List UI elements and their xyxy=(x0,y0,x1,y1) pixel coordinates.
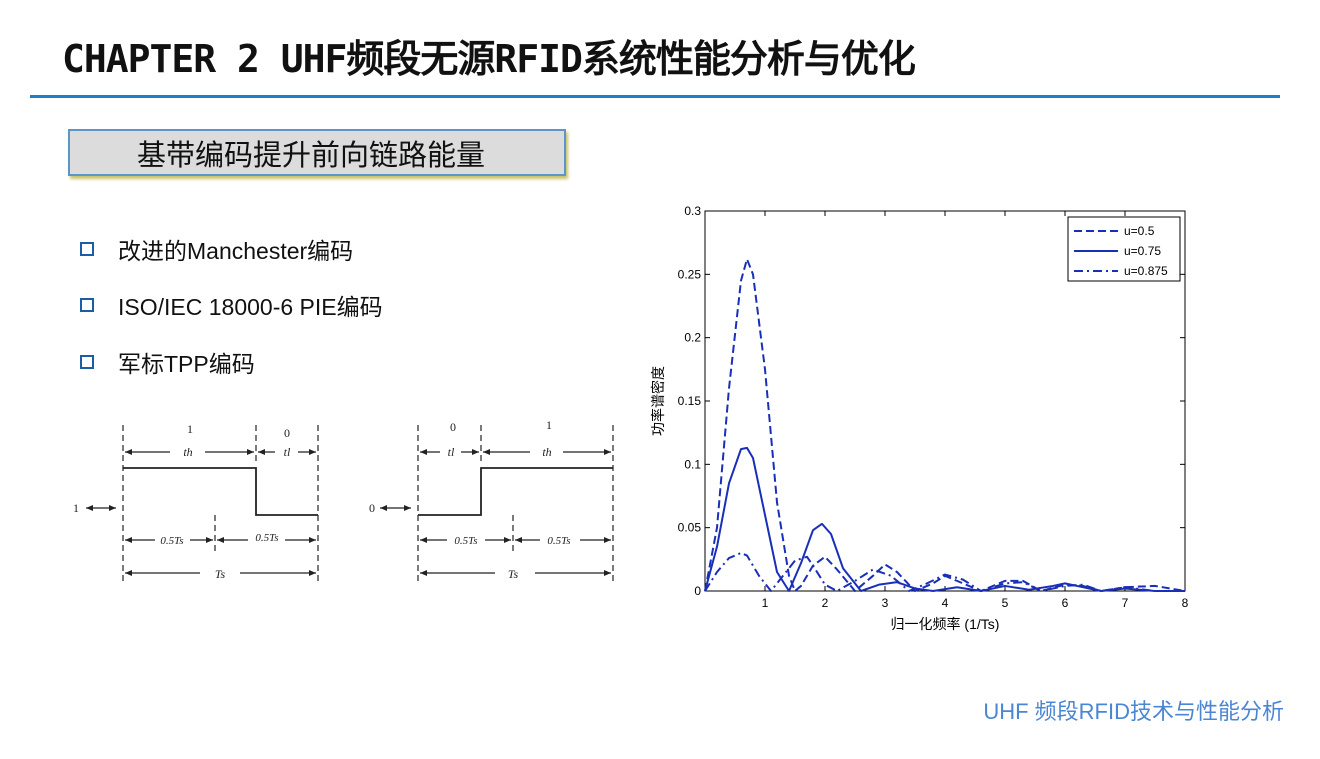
bit-label: 0 xyxy=(450,420,456,434)
legend-box xyxy=(1067,216,1181,282)
y-axis-label: 功率谱密度 xyxy=(650,366,666,436)
y-tick-label: 0.15 xyxy=(678,394,702,408)
y-tick-label: 0.1 xyxy=(684,457,701,471)
y-tick-label: 0.2 xyxy=(684,331,701,345)
y-tick-label: 0.25 xyxy=(678,267,702,281)
x-tick-label: 1 xyxy=(762,596,769,610)
x-tick-label: 4 xyxy=(942,596,949,610)
x-axis-label: 归一化频率 (1/Ts) xyxy=(891,616,1000,632)
x-tick-label: 2 xyxy=(822,596,829,610)
section-heading-box: 基带编码提升前向链路能量 xyxy=(68,129,566,176)
duration-label: th xyxy=(542,445,551,459)
square-bullet-icon xyxy=(80,355,94,369)
bullet-item: 军标TPP编码 xyxy=(80,345,255,379)
legend-label: u=0.5 xyxy=(1124,224,1155,238)
waveform-diagram-right: 0 1 tl th 0 0.5Ts 0.5Ts Ts xyxy=(369,418,614,583)
bullet-text: ISO/IEC 18000-6 PIE编码 xyxy=(118,294,383,320)
section-heading: 基带编码提升前向链路能量 xyxy=(136,137,485,172)
series-line-u=0.5 xyxy=(704,258,1186,592)
duration-label: th xyxy=(183,445,192,459)
page-title: CHAPTER 2 UHF频段无源RFID系统性能分析与优化 xyxy=(62,37,916,81)
square-bullet-icon xyxy=(80,298,94,312)
half-period-label: 0.5Ts xyxy=(255,532,278,544)
footer-caption: UHF 频段RFID技术与性能分析 xyxy=(983,699,1284,724)
bit-label: 0 xyxy=(284,426,290,440)
title-divider xyxy=(30,95,1280,98)
half-period-label: 0.5Ts xyxy=(160,535,183,547)
bit-label: 1 xyxy=(546,418,552,432)
level-label: 1 xyxy=(73,501,79,515)
bullet-item: ISO/IEC 18000-6 PIE编码 xyxy=(80,288,383,322)
bullet-item: 改进的Manchester编码 xyxy=(80,232,353,266)
period-label: Ts xyxy=(215,567,226,581)
period-label: Ts xyxy=(508,567,519,581)
y-tick-label: 0.05 xyxy=(678,521,702,535)
x-tick-label: 8 xyxy=(1182,596,1189,610)
x-tick-label: 6 xyxy=(1062,596,1069,610)
bullet-text: 军标TPP编码 xyxy=(118,351,255,377)
series-line-u=0.75 xyxy=(704,446,1185,592)
bit-label: 1 xyxy=(187,422,193,436)
half-period-label: 0.5Ts xyxy=(547,535,570,547)
half-period-label: 0.5Ts xyxy=(454,535,477,547)
x-tick-label: 7 xyxy=(1122,596,1129,610)
psd-line-chart: 1 2 3 4 5 6 7 8 0 0.05 0.1 0.15 0.2 0.25 0.3 归一化频率 (1/T… xyxy=(650,204,1189,632)
legend-label: u=0.75 xyxy=(1124,244,1161,258)
duration-label: tl xyxy=(448,445,455,459)
legend-label: u=0.875 xyxy=(1124,264,1168,278)
series-line-u=0.875 xyxy=(704,552,1185,592)
level-label: 0 xyxy=(369,501,375,515)
y-tick-label: 0.3 xyxy=(684,204,701,218)
duration-label: tl xyxy=(284,445,291,459)
bullet-text: 改进的Manchester编码 xyxy=(118,238,354,264)
waveform-diagram-left: 1 0 th tl 1 0.5Ts 0.5Ts Ts xyxy=(73,422,319,583)
square-bullet-icon xyxy=(80,242,94,256)
y-tick-label: 0 xyxy=(694,584,701,598)
x-tick-label: 3 xyxy=(882,596,889,610)
x-tick-label: 5 xyxy=(1002,596,1009,610)
